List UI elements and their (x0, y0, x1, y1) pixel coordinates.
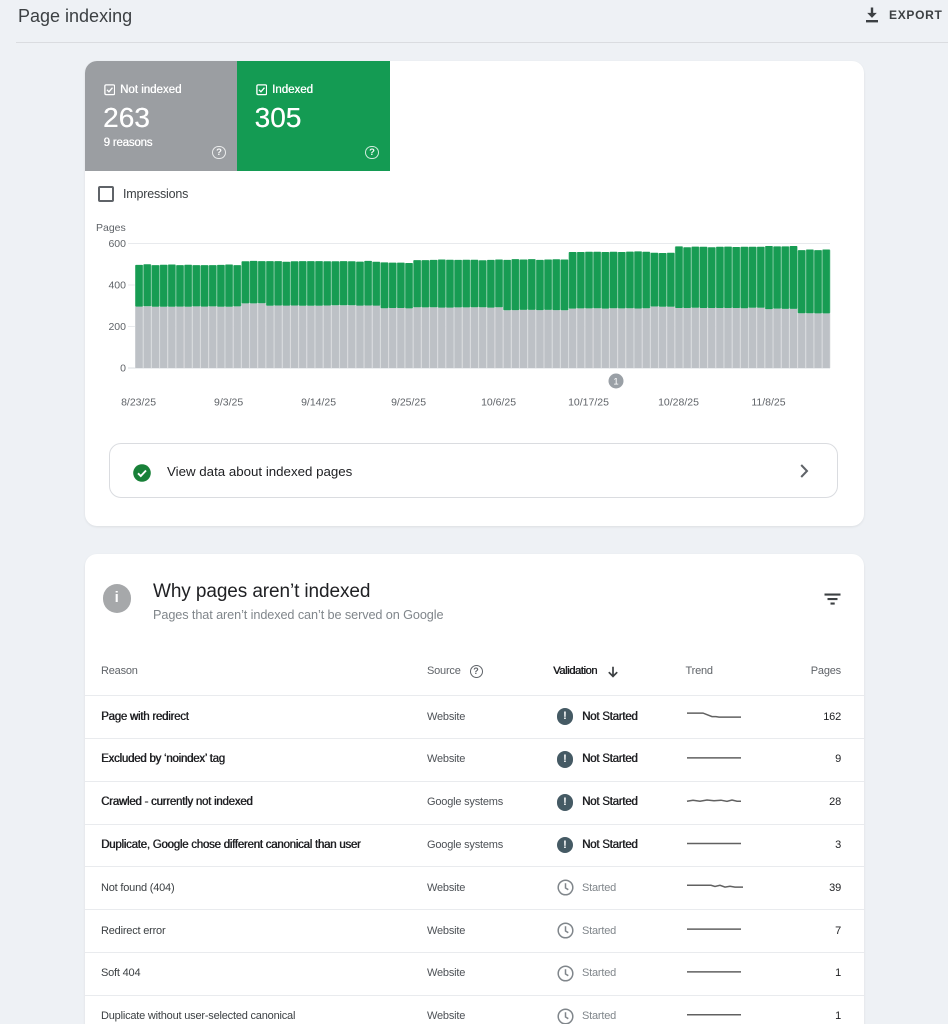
svg-text:1: 1 (613, 377, 618, 388)
svg-text:600: 600 (108, 238, 126, 250)
svg-text:11/8/25: 11/8/25 (751, 397, 785, 409)
svg-text:10/28/25: 10/28/25 (658, 397, 699, 409)
svg-text:10/17/25: 10/17/25 (568, 397, 609, 409)
svg-text:9/14/25: 9/14/25 (301, 397, 336, 409)
svg-text:8/23/25: 8/23/25 (121, 397, 156, 409)
svg-text:0: 0 (120, 363, 126, 375)
svg-text:9/25/25: 9/25/25 (391, 397, 426, 409)
svg-text:10/6/25: 10/6/25 (481, 397, 516, 409)
svg-text:9/3/25: 9/3/25 (214, 397, 243, 409)
svg-text:400: 400 (108, 280, 126, 292)
svg-text:200: 200 (108, 321, 126, 333)
